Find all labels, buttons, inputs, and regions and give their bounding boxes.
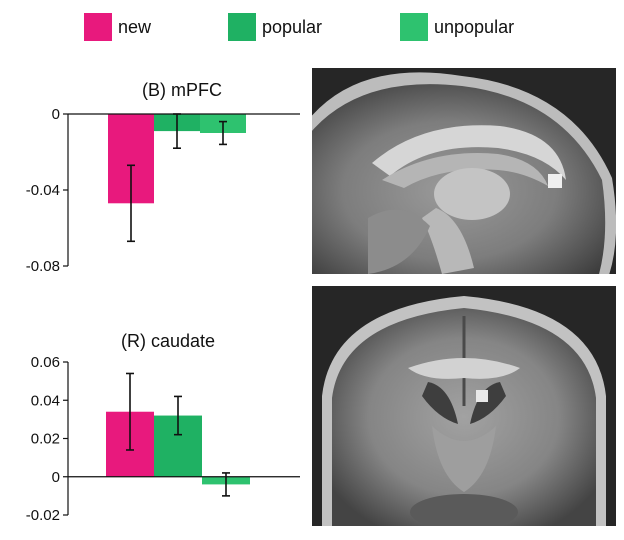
legend-swatch-unpopular (400, 13, 428, 41)
legend-swatch-new (84, 13, 112, 41)
chart0-ytick-label: -0.08 (26, 258, 60, 275)
legend-item-unpopular: unpopular (400, 12, 514, 42)
legend-swatch-popular (228, 13, 256, 41)
legend-label-unpopular: unpopular (434, 16, 515, 37)
chart1-ytick-label: 0 (52, 469, 60, 486)
sagittal-brain-slice (312, 68, 616, 274)
chart1-ytick-label: -0.02 (26, 507, 60, 524)
legend-item-new: new (84, 12, 151, 42)
chart1-ytick-label: 0.02 (31, 431, 60, 448)
chart1-ytick-label: 0.04 (31, 392, 60, 409)
legend-label-new: new (118, 16, 152, 37)
caudate-bar-chart: (R) caudate 0.06 0.04 0.02 0 -0.02 (26, 331, 300, 524)
legend: new popular unpopular (0, 0, 624, 60)
chart1-title: (R) caudate (121, 331, 215, 351)
chart0-ytick-label: 0 (52, 106, 60, 123)
chart0-title: (B) mPFC (142, 80, 222, 100)
coronal-brain-slice (312, 286, 616, 526)
chart1-ytick-label: 0.06 (31, 354, 60, 371)
mpfc-bar-chart: (B) mPFC 0 -0.04 -0.08 (26, 80, 300, 275)
legend-item-popular: popular (228, 12, 322, 42)
legend-label-popular: popular (262, 16, 323, 37)
chart0-ytick-label: -0.04 (26, 182, 60, 199)
